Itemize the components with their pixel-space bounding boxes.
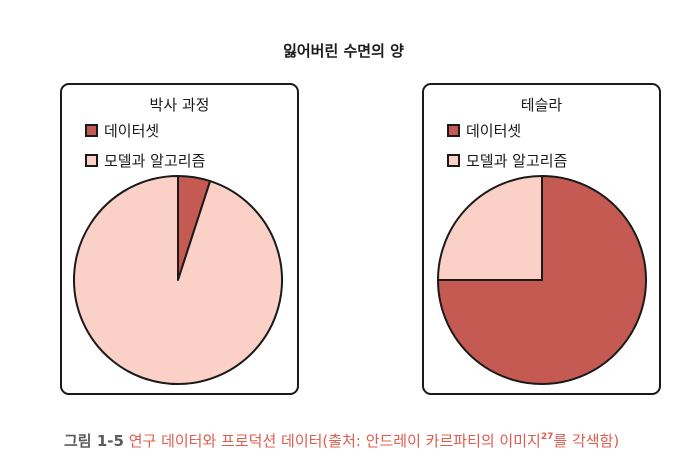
- legend-swatch-dataset: [85, 123, 98, 137]
- legend-item-dataset: 데이터셋: [447, 118, 567, 142]
- legend-label-dataset: 데이터셋: [104, 121, 160, 140]
- legend-item-dataset: 데이터셋: [85, 118, 205, 142]
- pie-slice-model: [437, 175, 543, 281]
- legend-swatch-model: [85, 153, 98, 167]
- caption-text: 연구 데이터와 프로덕션 데이터(출처: 안드레이 카르파티의 이미지: [128, 432, 541, 450]
- legend-swatch-model: [447, 153, 460, 167]
- chart-panel-tesla: 테슬라 데이터셋 모델과 알고리즘: [422, 83, 661, 395]
- pie-slice-model: [73, 175, 283, 385]
- caption-reference: 27: [540, 432, 554, 442]
- chart-title: 잃어버린 수면의 양: [283, 42, 404, 60]
- pie-slice-dataset: [437, 175, 647, 385]
- legend-label-model: 모델과 알고리즘: [466, 151, 568, 170]
- legend-phd: 데이터셋 모델과 알고리즘: [85, 118, 205, 178]
- pie-chart-phd: [73, 175, 283, 385]
- chart-panel-phd: 박사 과정 데이터셋 모델과 알고리즘: [60, 83, 299, 395]
- panel-title-phd: 박사 과정: [149, 96, 210, 114]
- legend-item-model: 모델과 알고리즘: [447, 148, 567, 172]
- legend-label-dataset: 데이터셋: [466, 121, 522, 140]
- pie-chart-tesla: [437, 175, 647, 385]
- figure-caption: 그림 1-5 연구 데이터와 프로덕션 데이터(출처: 안드레이 카르파티의 이…: [64, 430, 619, 451]
- caption-text-tail: 를 각색함): [553, 432, 620, 450]
- caption-figure-number: 그림 1-5: [64, 432, 124, 450]
- panel-title-tesla: 테슬라: [520, 96, 563, 114]
- legend-item-model: 모델과 알고리즘: [85, 148, 205, 172]
- legend-tesla: 데이터셋 모델과 알고리즘: [447, 118, 567, 178]
- legend-swatch-dataset: [447, 123, 460, 137]
- legend-label-model: 모델과 알고리즘: [104, 151, 206, 170]
